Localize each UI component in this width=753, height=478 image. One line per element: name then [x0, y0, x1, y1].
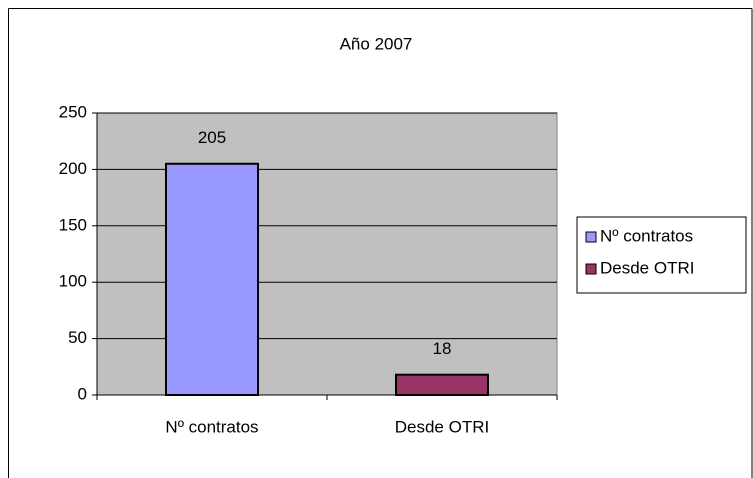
y-tick-label: 100	[59, 272, 87, 291]
y-tick-label: 0	[78, 384, 87, 403]
legend-swatch	[585, 263, 597, 275]
data-label: 18	[433, 339, 452, 358]
x-tick-label: Nº contratos	[165, 417, 258, 436]
y-tick-label: 200	[59, 159, 87, 178]
legend-label: Desde OTRI	[600, 258, 694, 277]
legend-label: Nº contratos	[600, 226, 693, 245]
y-tick-label: 50	[68, 328, 87, 347]
y-tick-label: 150	[59, 215, 87, 234]
bar	[395, 373, 489, 397]
chart-title: Año 2007	[340, 34, 413, 53]
bar	[165, 162, 259, 396]
x-tick-label: Desde OTRI	[395, 417, 489, 436]
y-tick-label: 250	[59, 102, 87, 121]
legend-swatch	[585, 231, 597, 243]
legend	[576, 216, 747, 294]
data-label: 205	[198, 128, 226, 147]
